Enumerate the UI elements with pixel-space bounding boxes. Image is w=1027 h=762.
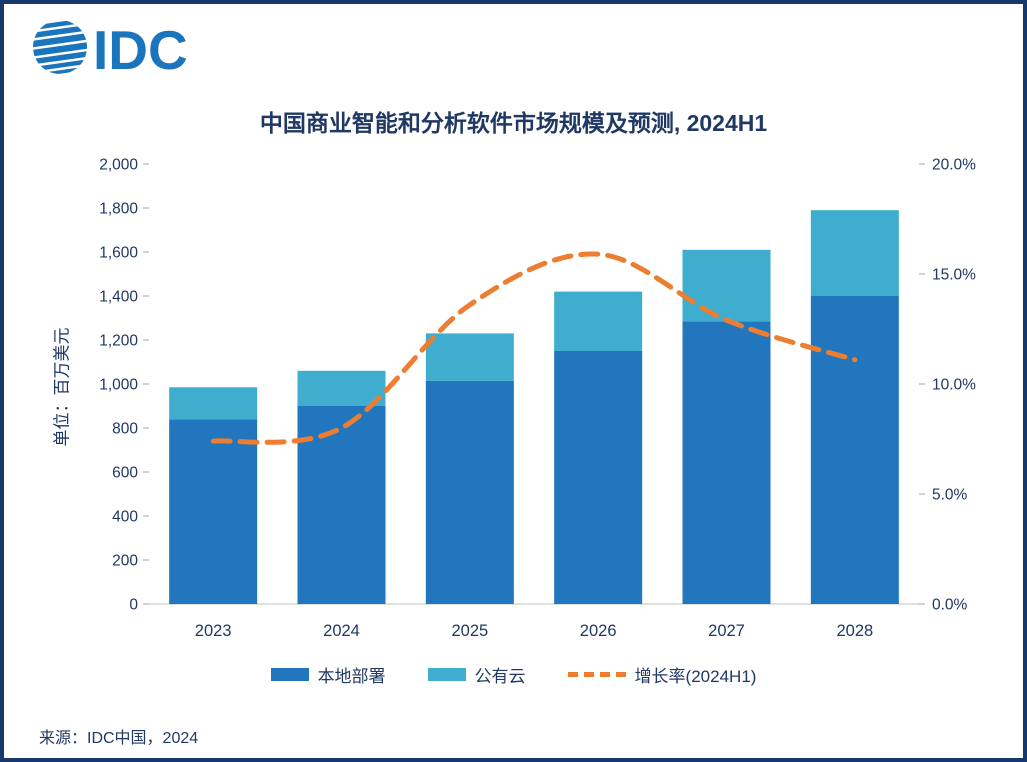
y2-axis-tick-label: 10.0% <box>932 377 976 394</box>
x-axis-label: 2028 <box>836 622 873 640</box>
bar-segment <box>425 333 514 381</box>
bar-segment <box>169 419 258 604</box>
y-axis-tick-label: 1,600 <box>99 245 138 262</box>
idc-logo-text: IDC <box>93 19 188 78</box>
y-axis-tick-label: 1,400 <box>99 289 138 306</box>
y2-axis-tick-label: 15.0% <box>932 267 976 284</box>
x-axis-label: 2027 <box>708 622 745 640</box>
legend-label-publiccloud: 公有云 <box>474 667 526 686</box>
idc-logo: IDC <box>30 17 188 78</box>
legend-label-onpremise: 本地部署 <box>317 667 386 686</box>
chart-title: 中国商业智能和分析软件市场规模及预测, 2024H1 <box>259 110 768 136</box>
y-axis-tick-label: 400 <box>112 509 138 526</box>
x-axis-label: 2026 <box>580 622 617 640</box>
idc-globe-icon <box>30 17 91 78</box>
bar-segment <box>297 406 386 604</box>
bar-segment <box>169 387 258 420</box>
y-axis-tick-label: 800 <box>112 421 138 438</box>
y2-axis-tick-label: 0.0% <box>932 597 968 614</box>
bar-segment <box>810 296 899 604</box>
y-axis-tick-label: 2,000 <box>99 157 138 174</box>
bar-segment <box>682 249 771 322</box>
onpremise-swatch <box>270 668 309 681</box>
y2-axis-tick-label: 5.0% <box>932 487 968 504</box>
bar-segment <box>554 291 643 351</box>
market-chart-svg: 0 200 400 600 800 1,000 1,200 1,400 1,600 1,800 2,… <box>99 157 976 641</box>
x-axis-label: 2023 <box>195 622 232 640</box>
bar-segment <box>810 210 899 296</box>
legend-label-growthrate: 增长率(2024H1) <box>634 667 757 686</box>
bar-segment <box>297 370 386 406</box>
bar-segment <box>554 351 643 604</box>
publiccloud-swatch <box>427 668 466 681</box>
y-axis-tick-label: 600 <box>112 465 138 482</box>
y-axis-tick-label: 1,200 <box>99 333 138 350</box>
y-axis-tick-label: 0 <box>129 597 138 614</box>
y2-axis-tick-label: 20.0% <box>932 157 976 174</box>
y-axis-tick-label: 1,800 <box>99 201 138 218</box>
source-note: 来源：IDC中国，2024 <box>39 730 199 747</box>
bar-segment <box>682 321 771 604</box>
legend-item-publiccloud: 公有云 <box>427 662 526 687</box>
legend-item-onpremise: 本地部署 <box>270 662 386 687</box>
chart-legend: 本地部署 公有云 增长率(2024H1) <box>4 662 1023 687</box>
legend-item-growthrate: 增长率(2024H1) <box>567 662 757 687</box>
y-axis-tick-label: 1,000 <box>99 377 138 394</box>
y-axis-tick-label: 200 <box>112 553 138 570</box>
growthrate-line-swatch <box>567 672 626 677</box>
growth-rate-line <box>210 251 858 445</box>
x-axis-label: 2025 <box>451 622 488 640</box>
x-axis-label: 2024 <box>323 622 360 640</box>
bar-segment <box>425 380 514 604</box>
y-axis-title: 单位：百万美元 <box>52 327 72 447</box>
